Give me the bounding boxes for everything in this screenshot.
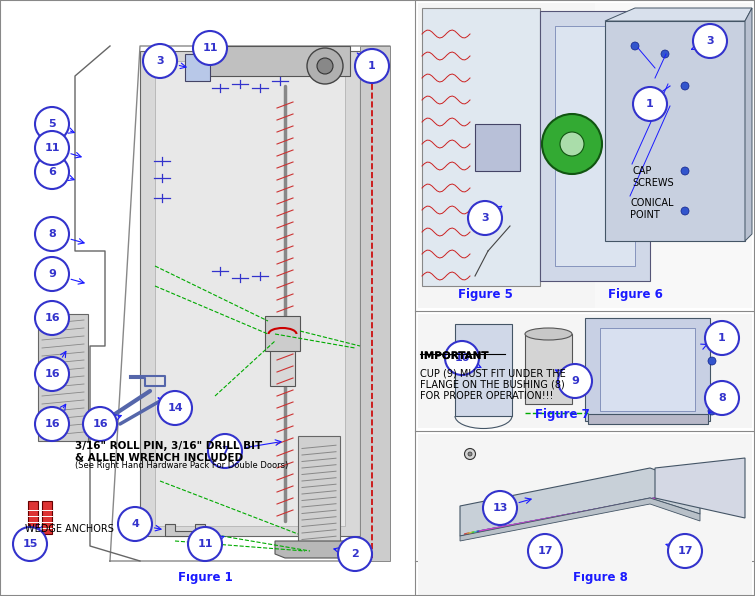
Circle shape (193, 31, 227, 65)
Text: 3/16" ROLL PIN, 3/16" DRILL BIT
& ALLEN WRENCH INCLUDED: 3/16" ROLL PIN, 3/16" DRILL BIT & ALLEN … (75, 441, 262, 462)
Polygon shape (655, 458, 745, 518)
Polygon shape (265, 316, 300, 351)
Text: CAP
SCREWS: CAP SCREWS (632, 166, 673, 188)
Circle shape (143, 44, 177, 78)
Circle shape (338, 537, 372, 571)
Polygon shape (475, 124, 520, 171)
Circle shape (464, 449, 476, 460)
Circle shape (317, 58, 333, 74)
Circle shape (35, 357, 69, 391)
Polygon shape (360, 46, 390, 561)
Polygon shape (270, 348, 295, 386)
Polygon shape (28, 501, 38, 534)
Circle shape (83, 407, 117, 441)
Polygon shape (42, 501, 52, 534)
Circle shape (705, 381, 739, 415)
Circle shape (631, 42, 639, 50)
Text: 10: 10 (455, 353, 470, 363)
Text: CUP (9) MUST FIT UNDER THE
FLANGE ON THE BUSHING (8)
FOR PROPER OPERATION!!!: CUP (9) MUST FIT UNDER THE FLANGE ON THE… (420, 368, 565, 401)
Circle shape (35, 107, 69, 141)
Text: 3: 3 (156, 56, 164, 66)
Polygon shape (298, 436, 340, 554)
Circle shape (468, 201, 502, 235)
Polygon shape (600, 328, 695, 411)
Text: 3: 3 (706, 36, 713, 46)
Circle shape (158, 391, 192, 425)
Circle shape (668, 534, 702, 568)
Polygon shape (460, 468, 700, 536)
Text: 3: 3 (481, 213, 488, 223)
Polygon shape (588, 414, 708, 424)
Text: 11: 11 (202, 43, 217, 53)
Text: 1: 1 (718, 333, 726, 343)
Text: 1: 1 (646, 99, 654, 109)
Text: 8: 8 (48, 229, 56, 239)
Polygon shape (525, 334, 572, 404)
Text: 8: 8 (718, 393, 726, 403)
Circle shape (681, 167, 689, 175)
Circle shape (35, 257, 69, 291)
Text: 16: 16 (45, 369, 60, 379)
Polygon shape (38, 314, 88, 441)
Polygon shape (140, 51, 360, 536)
Text: 7: 7 (221, 446, 229, 456)
Circle shape (35, 131, 69, 165)
Circle shape (188, 527, 222, 561)
Circle shape (445, 341, 479, 375)
Polygon shape (455, 324, 512, 416)
Circle shape (633, 87, 667, 121)
Text: 4: 4 (131, 519, 139, 529)
Circle shape (542, 114, 602, 174)
Text: 6: 6 (48, 167, 56, 177)
Text: Figure 7: Figure 7 (535, 408, 590, 421)
Text: 16: 16 (45, 419, 60, 429)
Circle shape (693, 24, 727, 58)
Circle shape (661, 50, 669, 58)
Text: 2: 2 (351, 549, 359, 559)
Text: 17: 17 (677, 546, 693, 556)
Text: Figure 6: Figure 6 (608, 288, 662, 301)
Circle shape (558, 364, 592, 398)
Text: Figure 5: Figure 5 (458, 288, 513, 301)
Circle shape (13, 527, 47, 561)
Text: 13: 13 (492, 503, 507, 513)
Polygon shape (585, 318, 710, 421)
Circle shape (705, 321, 739, 355)
Ellipse shape (525, 328, 572, 340)
Circle shape (35, 301, 69, 335)
Circle shape (35, 407, 69, 441)
Circle shape (307, 48, 343, 84)
Text: Fıgure 1: Fıgure 1 (177, 571, 233, 584)
Text: 1: 1 (368, 61, 376, 71)
Circle shape (681, 82, 689, 90)
Polygon shape (460, 498, 700, 541)
Polygon shape (605, 8, 752, 21)
Circle shape (483, 491, 517, 525)
Circle shape (708, 332, 716, 340)
Text: 5: 5 (48, 119, 56, 129)
Text: 16: 16 (92, 419, 108, 429)
Polygon shape (418, 314, 752, 428)
Polygon shape (418, 434, 752, 596)
Circle shape (708, 387, 716, 395)
Circle shape (35, 217, 69, 251)
Text: WEDGE ANCHORS: WEDGE ANCHORS (25, 524, 114, 534)
Circle shape (681, 207, 689, 215)
Polygon shape (200, 46, 350, 76)
Circle shape (35, 155, 69, 189)
Text: 9: 9 (571, 376, 579, 386)
Text: 14: 14 (167, 403, 183, 413)
Circle shape (208, 434, 242, 468)
Text: (See Right Hand Hardware Pack For Double Doors): (See Right Hand Hardware Pack For Double… (75, 461, 288, 470)
Text: 11: 11 (197, 539, 213, 549)
Text: 15: 15 (23, 539, 38, 549)
Polygon shape (185, 54, 210, 81)
Text: Fıgure 8: Fıgure 8 (572, 571, 627, 584)
Text: 16: 16 (45, 313, 60, 323)
Circle shape (708, 407, 716, 415)
Polygon shape (595, 3, 752, 308)
Circle shape (560, 132, 584, 156)
Circle shape (468, 452, 472, 456)
Polygon shape (275, 541, 365, 558)
Text: CONICAL
POINT: CONICAL POINT (630, 198, 673, 219)
